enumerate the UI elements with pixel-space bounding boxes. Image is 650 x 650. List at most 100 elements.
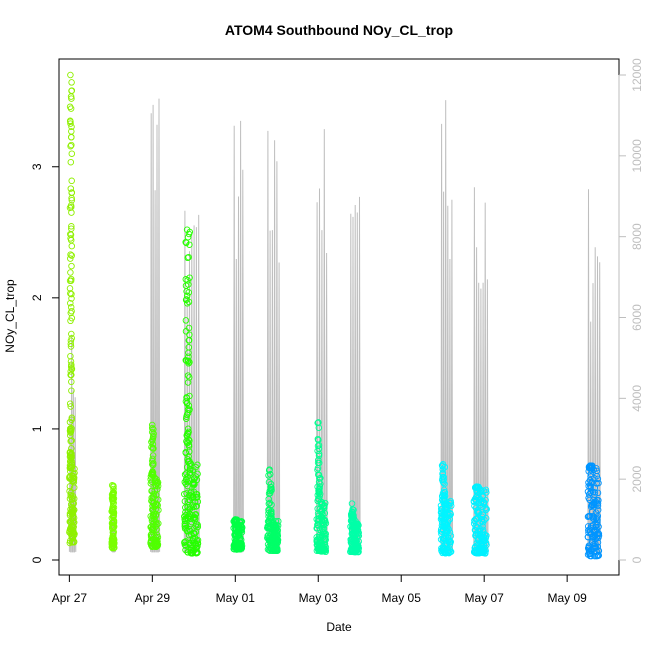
- data-point: [192, 473, 200, 480]
- data-point: [238, 524, 246, 531]
- data-point: [439, 466, 446, 473]
- flight-series: [147, 421, 162, 551]
- flight-series: [264, 466, 282, 555]
- data-point: [182, 328, 190, 335]
- data-point: [68, 87, 76, 94]
- data-point: [194, 523, 202, 531]
- x-tick-label: Apr 27: [52, 591, 88, 605]
- data-point: [472, 496, 479, 504]
- x-tick-label: May 07: [465, 591, 505, 605]
- data-point: [444, 524, 451, 531]
- data-point: [67, 202, 75, 209]
- data-point: [110, 517, 118, 524]
- data-point: [184, 473, 192, 480]
- data-point: [315, 456, 322, 464]
- data-point: [108, 544, 116, 551]
- data-point: [590, 515, 598, 523]
- altitude-profile: [150, 98, 161, 553]
- data-point: [153, 526, 160, 533]
- x-axis-label: Date: [326, 620, 352, 634]
- x-tick-label: May 03: [299, 591, 339, 605]
- data-point: [591, 489, 599, 496]
- data-point: [314, 459, 322, 467]
- data-point: [66, 462, 74, 469]
- data-point: [149, 444, 156, 452]
- flight-series: [470, 483, 490, 557]
- data-point: [482, 486, 490, 494]
- data-point: [442, 537, 450, 545]
- data-point: [271, 528, 278, 535]
- data-point: [68, 177, 75, 185]
- data-point: [192, 511, 199, 519]
- data-point: [266, 515, 274, 522]
- data-point: [184, 425, 192, 433]
- data-point: [183, 296, 190, 303]
- data-point: [185, 337, 193, 344]
- data-point: [68, 414, 76, 422]
- data-point: [588, 479, 596, 486]
- data-point: [270, 530, 278, 538]
- data-point: [185, 349, 192, 357]
- points-layer: [66, 71, 603, 560]
- data-point: [68, 141, 75, 149]
- data-point: [236, 541, 244, 549]
- data-point: [585, 482, 592, 490]
- data-point: [584, 551, 592, 558]
- data-point: [70, 470, 77, 478]
- data-point: [67, 428, 75, 435]
- data-point: [108, 507, 116, 515]
- data-point: [181, 525, 189, 532]
- data-point: [149, 428, 156, 436]
- data-point: [186, 505, 194, 513]
- data-point: [154, 502, 161, 509]
- data-point: [68, 387, 75, 394]
- data-point: [183, 413, 190, 420]
- data-point: [441, 489, 449, 496]
- data-point: [149, 506, 156, 513]
- data-point: [190, 481, 197, 489]
- x-axis: Apr 27 Apr 29 May 01 May 03 May 05 May 07 May …: [52, 574, 587, 605]
- data-point: [148, 515, 156, 522]
- data-point: [441, 534, 448, 542]
- data-point: [182, 276, 190, 283]
- data-point: [149, 461, 156, 468]
- data-point: [318, 514, 325, 522]
- data-point: [265, 478, 273, 486]
- data-point: [349, 515, 356, 522]
- data-point: [592, 540, 599, 548]
- data-point: [273, 542, 280, 549]
- data-point: [315, 478, 323, 486]
- data-point: [186, 457, 193, 465]
- data-point: [69, 510, 76, 518]
- altitude-profile: [349, 196, 361, 553]
- data-point: [186, 274, 193, 281]
- data-point: [315, 452, 323, 459]
- data-point: [70, 479, 78, 486]
- data-point: [66, 483, 74, 490]
- data-point: [110, 540, 117, 547]
- data-point: [266, 499, 274, 507]
- data-point: [68, 371, 75, 379]
- data-point: [186, 358, 193, 366]
- data-point: [148, 497, 155, 505]
- data-point: [352, 548, 360, 556]
- data-point: [314, 497, 321, 505]
- data-point: [238, 528, 246, 536]
- data-point: [320, 530, 328, 538]
- y-tick-label: 0: [30, 556, 44, 563]
- data-point: [68, 378, 75, 386]
- data-point: [68, 150, 76, 157]
- data-point: [182, 521, 189, 529]
- data-point: [181, 513, 188, 520]
- data-point-max: [232, 516, 239, 523]
- data-point: [109, 490, 117, 497]
- data-point: [319, 521, 326, 529]
- data-point: [149, 521, 157, 528]
- y2-tick-label: 2000: [630, 465, 644, 492]
- data-point: [69, 535, 76, 542]
- data-point: [67, 255, 74, 262]
- data-point: [193, 494, 200, 501]
- data-point: [148, 525, 156, 533]
- data-point: [194, 498, 202, 505]
- data-point: [349, 506, 356, 513]
